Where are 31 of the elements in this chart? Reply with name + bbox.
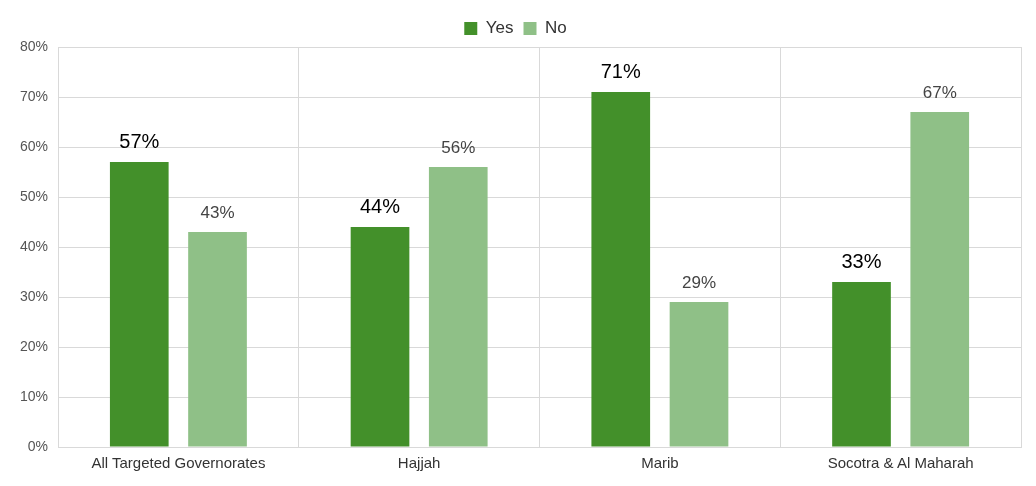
text: 29% bbox=[681, 273, 717, 293]
y-tick-label: 60% bbox=[19, 137, 49, 154]
y-tick-label: 40% bbox=[19, 237, 49, 254]
y-tick-label: 30% bbox=[19, 287, 49, 304]
x-tick-label: Hajjah bbox=[397, 454, 441, 472]
y-tick-label: 70% bbox=[19, 87, 49, 104]
text: 44% bbox=[360, 194, 401, 217]
x-tick-label: Socotra & Al Maharah bbox=[827, 454, 974, 472]
bar bbox=[428, 167, 488, 447]
legend-label: No bbox=[545, 18, 567, 38]
text: 67% bbox=[922, 83, 957, 103]
bar bbox=[109, 162, 169, 447]
y-tick-label: 50% bbox=[19, 187, 49, 204]
text: 33% bbox=[841, 249, 882, 272]
bar bbox=[910, 112, 970, 447]
bar bbox=[188, 232, 247, 447]
x-tick-label: All Targeted Governorates bbox=[91, 454, 266, 472]
bar bbox=[669, 302, 729, 447]
y-tick-label: 80% bbox=[19, 37, 49, 54]
y-tick-label: 0% bbox=[27, 437, 49, 454]
y-tick-label: 20% bbox=[19, 337, 49, 354]
y-tick-label: 10% bbox=[19, 387, 49, 404]
text: 56% bbox=[441, 138, 476, 158]
text: 43% bbox=[200, 203, 235, 223]
bar bbox=[591, 92, 651, 447]
bar bbox=[350, 227, 410, 447]
x-tick-label: Marib bbox=[641, 454, 679, 472]
bar bbox=[832, 282, 891, 447]
text: 57% bbox=[119, 129, 160, 152]
legend-label: Yes bbox=[485, 18, 514, 38]
text: 71% bbox=[600, 59, 641, 82]
